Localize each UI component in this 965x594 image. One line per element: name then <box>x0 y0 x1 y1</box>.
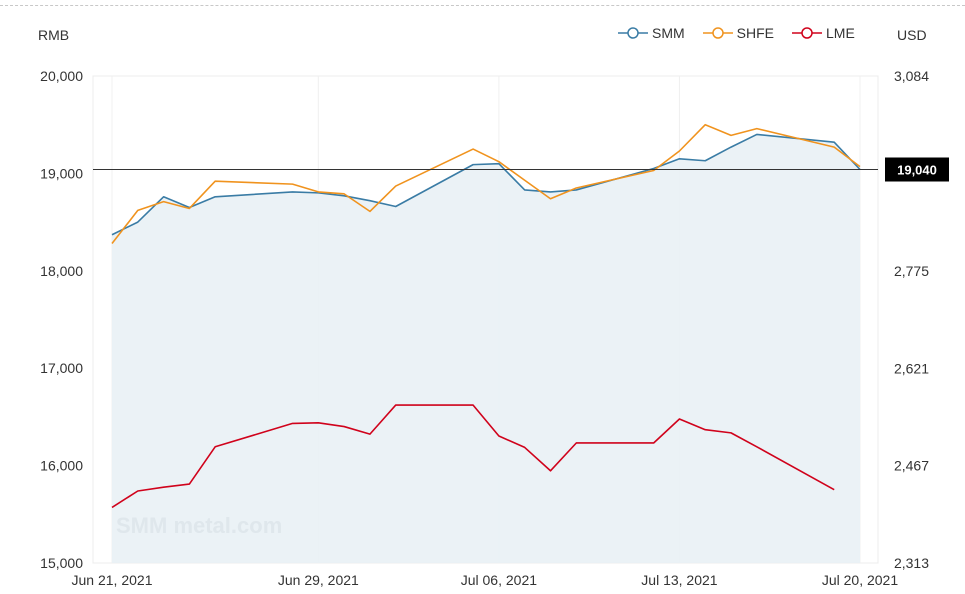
legend-marker-shfe <box>702 27 733 39</box>
legend-label-smm: SMM <box>652 25 685 41</box>
legend-marker-lme <box>792 27 823 39</box>
smm-area-fill <box>112 134 860 563</box>
legend-item-shfe[interactable]: SHFE <box>702 25 775 41</box>
legend-item-lme[interactable]: LME <box>792 25 855 41</box>
legend: SMM SHFE LME <box>618 25 855 41</box>
y-right-tick-label: 2,467 <box>894 458 929 474</box>
y-right-tick-label: 2,621 <box>894 360 929 376</box>
y-right-tick-label: 2,775 <box>894 263 929 279</box>
x-tick-label: Jul 13, 2021 <box>641 572 717 588</box>
series-line-shfe <box>111 123 861 245</box>
watermark: SMM metal.com <box>116 513 282 538</box>
y-left-tick-label: 19,000 <box>40 165 83 181</box>
x-tick-label: Jul 20, 2021 <box>822 572 898 588</box>
current-value-label: 19,040 <box>897 163 937 178</box>
legend-label-lme: LME <box>826 25 855 41</box>
y-left-tick-label: 17,000 <box>40 360 83 376</box>
y-left-tick-label: 18,000 <box>40 263 83 279</box>
legend-marker-smm <box>618 27 648 39</box>
current-value-badge <box>885 157 949 182</box>
y-right-unit-label: USD <box>897 27 927 43</box>
legend-item-smm[interactable]: SMM <box>618 25 685 41</box>
y-right-tick-label: 3,084 <box>894 68 929 84</box>
y-left-tick-label: 15,000 <box>40 555 83 571</box>
y-right-tick-label: 2,313 <box>894 555 929 571</box>
legend-label-shfe: SHFE <box>736 25 775 41</box>
y-left-unit-label: RMB <box>38 27 70 43</box>
series-line-smm <box>111 133 861 236</box>
x-tick-label: Jun 29, 2021 <box>278 572 359 588</box>
top-divider <box>0 5 965 6</box>
y-left-tick-label: 16,000 <box>40 458 83 474</box>
x-tick-label: Jun 21, 2021 <box>72 572 153 588</box>
series-line-lme <box>111 404 835 509</box>
y-left-tick-label: 20,000 <box>40 68 83 84</box>
x-tick-label: Jul 06, 2021 <box>461 572 537 588</box>
